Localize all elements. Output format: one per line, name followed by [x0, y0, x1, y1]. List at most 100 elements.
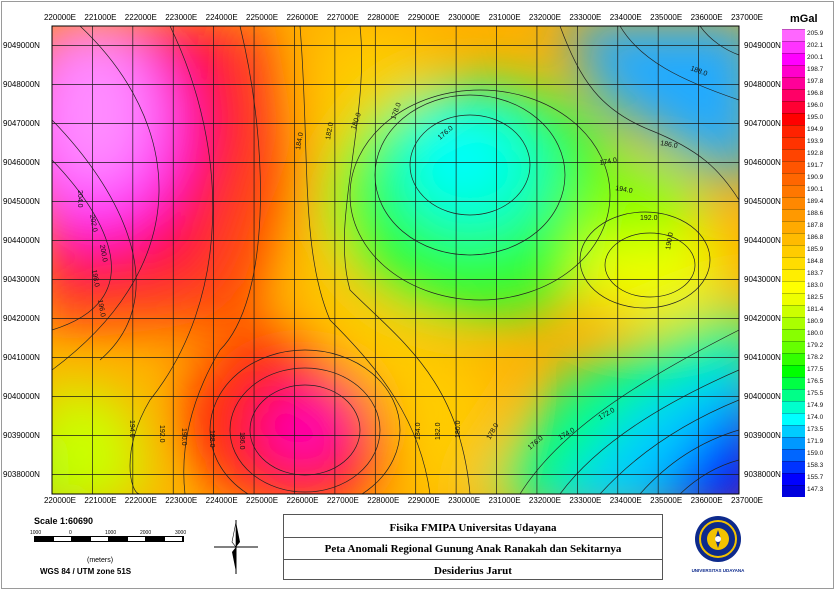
legend-swatch — [782, 341, 805, 353]
x-tick-label: 221000E — [84, 496, 117, 505]
x-tick-label: 237000E — [730, 496, 764, 505]
contour-label: 194.0 — [128, 420, 135, 438]
legend-swatch — [782, 125, 805, 137]
x-tick-label: 233000E — [569, 13, 602, 22]
legend-value: 184.8 — [807, 258, 824, 265]
legend-value: 185.9 — [807, 246, 824, 253]
legend-value: 171.9 — [807, 438, 824, 445]
scale-tick: 3000 — [175, 530, 187, 536]
legend-swatch — [782, 197, 805, 209]
legend-title: mGal — [790, 13, 818, 25]
legend-value: 196.0 — [807, 102, 824, 109]
x-tick-label: 222000E — [124, 13, 157, 22]
legend-swatch — [782, 113, 805, 125]
legend-value: 198.7 — [807, 66, 824, 73]
legend-entry: 171.9 — [782, 437, 832, 449]
x-tick-label: 232000E — [528, 496, 561, 505]
contour-label: 186.0 — [660, 140, 679, 150]
legend-entry: 197.8 — [782, 77, 832, 89]
legend-entry: 174.0 — [782, 413, 832, 425]
legend-value: 189.4 — [807, 198, 824, 205]
contour-label: 196.0 — [96, 299, 106, 318]
projection-label: WGS 84 / UTM zone 51S — [40, 567, 132, 576]
legend-swatch — [782, 413, 805, 425]
legend-swatch — [782, 173, 805, 185]
legend-entry: 183.7 — [782, 269, 832, 281]
legend-value: 180.9 — [807, 318, 824, 325]
title-line-3: Desiderius Jarut — [434, 565, 512, 577]
legend-swatch — [782, 401, 805, 413]
legend-entry: 175.5 — [782, 389, 832, 401]
legend-entry: 177.5 — [782, 365, 832, 377]
legend-swatch — [782, 149, 805, 161]
x-tick-label: 232000E — [528, 13, 561, 22]
legend-value: 147.3 — [807, 486, 824, 493]
legend-swatch — [782, 281, 805, 293]
y-tick-label: 9046000N — [744, 157, 781, 167]
legend-value: 194.9 — [807, 126, 824, 133]
contour-label: 194.0 — [615, 185, 634, 195]
legend-entry: 178.2 — [782, 353, 832, 365]
legend-value: 195.0 — [807, 114, 824, 121]
legend-value: 173.5 — [807, 426, 824, 433]
x-tick-label: 234000E — [609, 13, 642, 22]
color-legend: 205.9 202.1 200.1 198.7 197.8 196.8 196.0 195.0… — [782, 29, 832, 497]
legend-value: 181.4 — [807, 306, 824, 313]
legend-swatch — [782, 377, 805, 389]
legend-swatch — [782, 41, 805, 53]
legend-value: 180.0 — [807, 330, 824, 337]
contour-label: 182.0 — [435, 422, 442, 440]
legend-entry: 189.4 — [782, 197, 832, 209]
contour-label: 190.0 — [665, 232, 675, 251]
scale-bar — [34, 536, 184, 542]
legend-entry: 195.0 — [782, 113, 832, 125]
scale-title: Scale 1:60690 — [34, 516, 94, 526]
legend-entry: 202.1 — [782, 41, 832, 53]
x-tick-label: 227000E — [326, 496, 359, 505]
y-tick-label: 9043000N — [744, 274, 781, 284]
legend-swatch — [782, 29, 805, 41]
x-tick-label: 236000E — [690, 496, 723, 505]
legend-entry: 190.9 — [782, 173, 832, 185]
x-tick-label: 227000E — [326, 13, 359, 22]
legend-value: 178.2 — [807, 354, 824, 361]
legend-entry: 159.0 — [782, 449, 832, 461]
legend-entry: 186.8 — [782, 233, 832, 245]
y-tick-label: 9045000N — [3, 196, 40, 206]
legend-value: 190.1 — [807, 186, 824, 193]
legend-swatch — [782, 53, 805, 65]
legend-entry: 190.1 — [782, 185, 832, 197]
legend-entry: 180.0 — [782, 329, 832, 341]
y-tick-label: 9042000N — [3, 313, 40, 323]
legend-entry: 193.9 — [782, 137, 832, 149]
x-tick-label: 229000E — [407, 496, 440, 505]
legend-swatch — [782, 221, 805, 233]
y-tick-label: 9042000N — [744, 313, 781, 323]
contour-label: 204.0 — [76, 190, 83, 208]
scale-tick: 1000 — [30, 530, 42, 536]
contour-label: 198.0 — [90, 269, 100, 288]
scale-tick: 2000 — [140, 530, 152, 536]
x-tick-label: 220000E — [43, 496, 77, 505]
legend-swatch — [782, 449, 805, 461]
y-tick-label: 9044000N — [3, 235, 40, 245]
x-tick-label: 223000E — [165, 13, 198, 22]
legend-value: 174.0 — [807, 414, 824, 421]
legend-value: 196.8 — [807, 90, 824, 97]
legend-swatch — [782, 353, 805, 365]
y-tick-label: 9049000N — [3, 40, 40, 50]
legend-value: 176.5 — [807, 378, 824, 385]
contour-label: 202.0 — [88, 214, 98, 233]
legend-entry: 158.3 — [782, 461, 832, 473]
y-tick-label: 9039000N — [744, 430, 781, 440]
legend-swatch — [782, 473, 805, 485]
contour-label: 182.0 — [325, 122, 335, 141]
x-tick-label: 224000E — [205, 13, 238, 22]
x-tick-label: 222000E — [124, 496, 157, 505]
legend-value: 159.0 — [807, 450, 824, 457]
legend-swatch — [782, 257, 805, 269]
logo-text: UNIVERSITAS UDAYANA — [692, 568, 746, 573]
legend-entry: 182.5 — [782, 293, 832, 305]
title-line-1: Fisika FMIPA Universitas Udayana — [389, 522, 557, 534]
legend-entry: 196.8 — [782, 89, 832, 101]
